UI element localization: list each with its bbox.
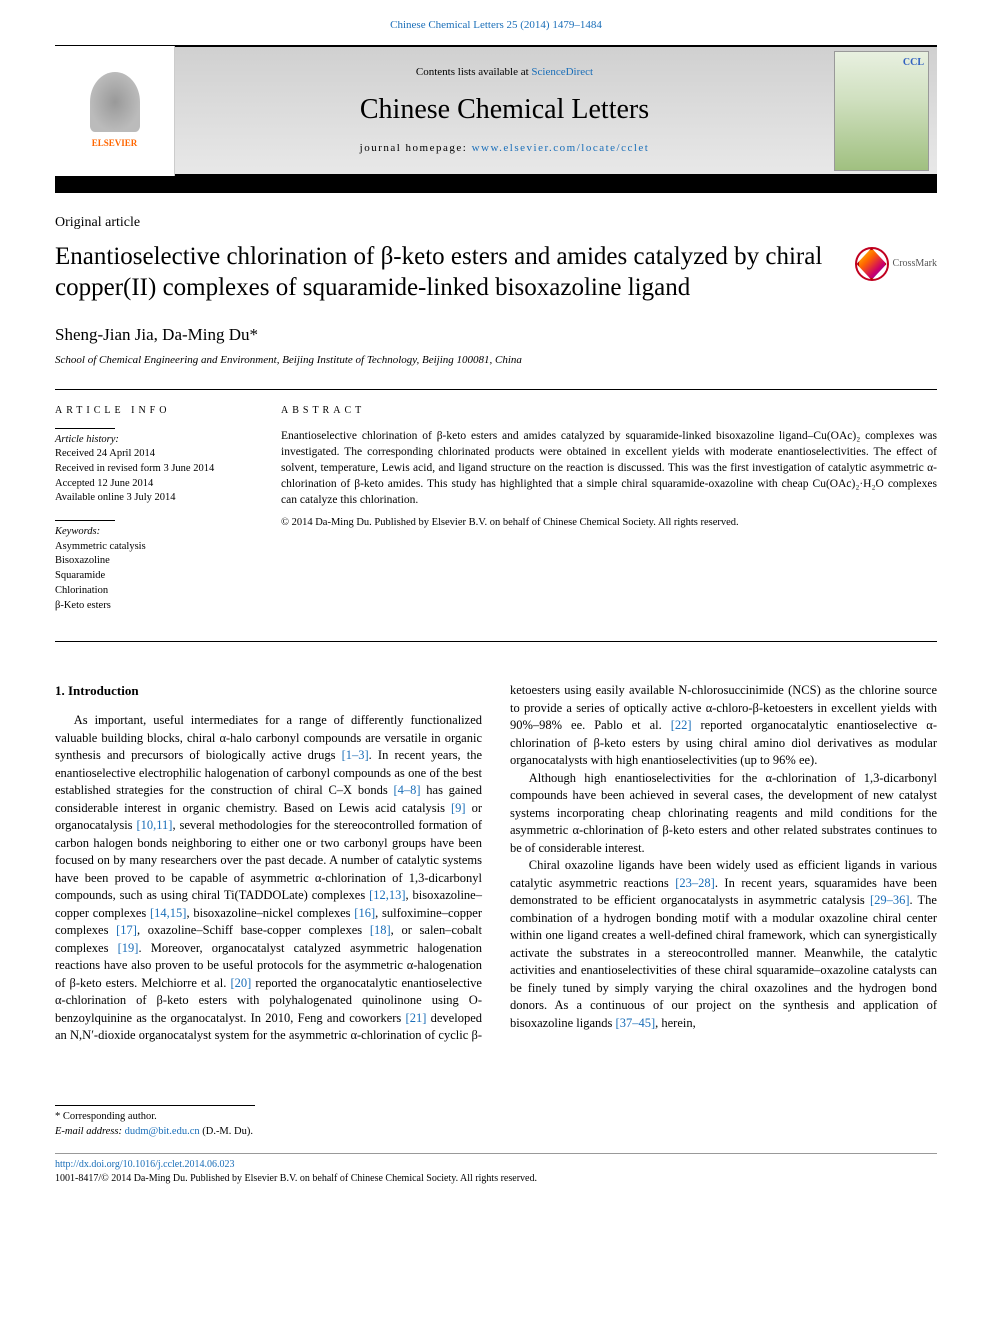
corresponding-mark: * <box>250 325 259 344</box>
elsevier-tree-icon <box>90 72 140 132</box>
journal-name: Chinese Chemical Letters <box>185 90 824 129</box>
article-info-heading: ARTICLE INFO <box>55 404 253 418</box>
ref-link[interactable]: [18] <box>370 923 391 937</box>
ref-link[interactable]: [17] <box>116 923 137 937</box>
ref-link[interactable]: [23–28] <box>675 876 715 890</box>
abstract-heading: ABSTRACT <box>281 404 937 418</box>
authors-text: Sheng-Jian Jia, Da-Ming Du <box>55 325 250 344</box>
accepted-date: Accepted 12 June 2014 <box>55 478 153 489</box>
ref-link[interactable]: [37–45] <box>616 1016 656 1030</box>
header-divider <box>55 175 937 193</box>
abstract-copyright: © 2014 Da-Ming Du. Published by Elsevier… <box>281 516 937 531</box>
email-link[interactable]: dudm@bit.edu.cn <box>125 1126 200 1137</box>
body-paragraph: Although high enantioselectivities for t… <box>510 770 937 858</box>
received-date: Received 24 April 2014 <box>55 448 155 459</box>
elsevier-text: ELSEVIER <box>92 137 138 150</box>
header-center: Contents lists available at ScienceDirec… <box>175 55 834 167</box>
ref-link[interactable]: [16] <box>354 906 375 920</box>
issn-copyright: 1001-8417/© 2014 Da-Ming Du. Published b… <box>55 1173 537 1184</box>
ref-link[interactable]: [29–36] <box>870 893 910 907</box>
ref-link[interactable]: [20] <box>230 976 251 990</box>
crossmark-icon <box>855 247 889 281</box>
online-date: Available online 3 July 2014 <box>55 492 176 503</box>
keyword: Squaramide <box>55 570 105 581</box>
journal-cover-thumbnail[interactable]: CCL <box>834 51 929 171</box>
ref-link[interactable]: [4–8] <box>393 783 420 797</box>
crossmark-label: CrossMark <box>893 257 937 271</box>
keyword: β-Keto esters <box>55 600 111 611</box>
article-title: Enantioselective chlorination of β-keto … <box>55 241 835 304</box>
contents-prefix: Contents lists available at <box>416 66 531 78</box>
keyword: Asymmetric catalysis <box>55 541 146 552</box>
keyword: Chlorination <box>55 585 108 596</box>
ref-link[interactable]: [21] <box>406 1011 427 1025</box>
corresponding-author-block: * Corresponding author. E-mail address: … <box>55 1105 255 1139</box>
ref-link[interactable]: [1–3] <box>342 748 369 762</box>
email-label: E-mail address: <box>55 1126 125 1137</box>
header-citation: Chinese Chemical Letters 25 (2014) 1479–… <box>0 0 992 45</box>
journal-header-band: ELSEVIER Contents lists available at Sci… <box>55 45 937 175</box>
ref-link[interactable]: [14,15] <box>150 906 186 920</box>
author-list: Sheng-Jian Jia, Da-Ming Du* <box>55 323 937 347</box>
elsevier-logo[interactable]: ELSEVIER <box>55 46 175 176</box>
article-body: 1. Introduction As important, useful int… <box>55 682 937 1045</box>
ref-link[interactable]: [22] <box>671 718 692 732</box>
keywords-label: Keywords: <box>55 526 100 537</box>
doi-block: http://dx.doi.org/10.1016/j.cclet.2014.0… <box>55 1153 937 1206</box>
abstract-column: ABSTRACT Enantioselective chlorination o… <box>265 390 937 642</box>
homepage-link[interactable]: www.elsevier.com/locate/cclet <box>472 142 650 154</box>
history-label: Article history: <box>55 434 119 445</box>
ref-link[interactable]: [19] <box>118 941 139 955</box>
crossmark-badge[interactable]: CrossMark <box>855 247 937 281</box>
body-paragraph: Chiral oxazoline ligands have been widel… <box>510 857 937 1032</box>
footer: * Corresponding author. E-mail address: … <box>55 1105 937 1206</box>
citation-link[interactable]: Chinese Chemical Letters 25 (2014) 1479–… <box>390 19 602 31</box>
ref-link[interactable]: [10,11] <box>136 818 172 832</box>
doi-link[interactable]: http://dx.doi.org/10.1016/j.cclet.2014.0… <box>55 1159 235 1170</box>
email-name: (D.-M. Du). <box>200 1126 253 1137</box>
ref-link[interactable]: [12,13] <box>369 888 405 902</box>
keyword: Bisoxazoline <box>55 555 110 566</box>
sciencedirect-link[interactable]: ScienceDirect <box>531 66 593 78</box>
ref-link[interactable]: [9] <box>451 801 466 815</box>
ccl-badge: CCL <box>903 56 924 70</box>
article-info-column: ARTICLE INFO Article history: Received 2… <box>55 390 265 642</box>
abstract-text: Enantioselective chlorination of β-keto … <box>281 428 937 508</box>
affiliation: School of Chemical Engineering and Envir… <box>55 353 937 368</box>
revised-date: Received in revised form 3 June 2014 <box>55 463 214 474</box>
section-heading-intro: 1. Introduction <box>55 682 482 700</box>
corr-label: * Corresponding author. <box>55 1110 255 1125</box>
article-type: Original article <box>55 213 937 233</box>
homepage-prefix: journal homepage: <box>360 142 472 154</box>
